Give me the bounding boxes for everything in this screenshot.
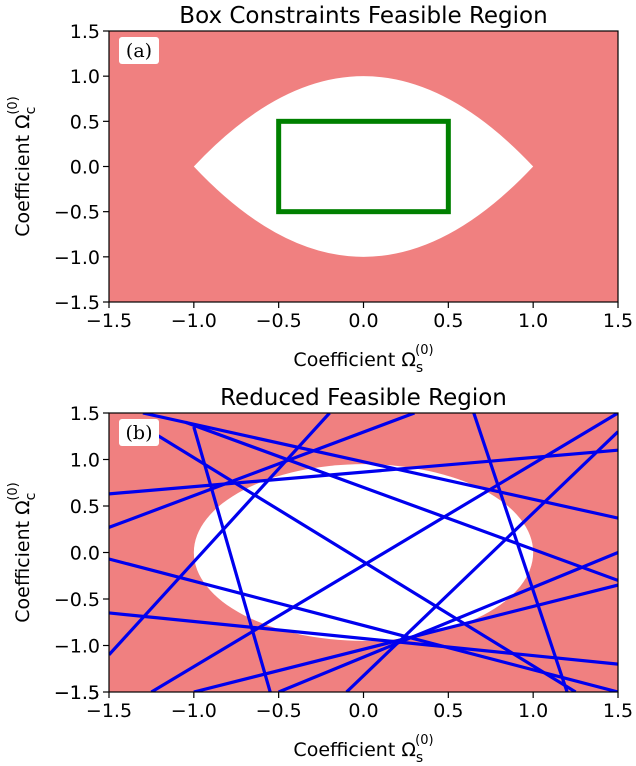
panel-label-box xyxy=(119,419,159,446)
x-tick-label: −1.0 xyxy=(171,700,217,722)
panel-label: (b) xyxy=(126,422,153,444)
x-tick-label: 0.0 xyxy=(348,310,378,332)
y-tick-label: 0.5 xyxy=(70,111,100,133)
y-axis-label: Coefficient Ωc(0) xyxy=(6,482,39,623)
chart-title: Reduced Feasible Region xyxy=(220,385,507,411)
y-tick-label: −1.0 xyxy=(54,636,100,658)
y-tick-label: 0.0 xyxy=(70,543,100,565)
x-axis-label: Coefficient Ωs(0) xyxy=(293,343,433,376)
x-tick-label: −1.5 xyxy=(86,310,132,332)
constraint-line-13 xyxy=(472,413,569,692)
constraint-line-5 xyxy=(109,611,618,666)
constraint-line-10 xyxy=(150,413,618,692)
x-tick-label: −0.5 xyxy=(256,310,302,332)
y-tick-label: 1.0 xyxy=(70,450,100,472)
x-tick-label: 1.5 xyxy=(603,700,633,722)
x-tick-label: 1.0 xyxy=(518,310,548,332)
x-tick-label: 1.0 xyxy=(518,700,548,722)
panel-label-box xyxy=(119,37,159,64)
constraint-line-4 xyxy=(109,557,618,692)
constraint-line-2 xyxy=(109,413,415,529)
y-tick-label: −1.5 xyxy=(54,292,100,314)
constraint-line-1 xyxy=(109,448,618,496)
y-tick-label: −1.5 xyxy=(54,682,100,704)
x-tick-label: −0.5 xyxy=(256,700,302,722)
constraint-line-3 xyxy=(109,413,331,656)
constraint-line-8 xyxy=(192,426,272,692)
y-tick-label: 1.0 xyxy=(70,66,100,88)
panel-a: −1.5 −1.0 −0.5 0.0 0.5 1.0 1.5 −1.5 −1.0 −0.5 0.0 0… xyxy=(6,3,633,376)
x-tick-label: 1.5 xyxy=(603,310,633,332)
x-axis-label: Coefficient Ωs(0) xyxy=(293,733,433,766)
y-tick-label: 0.5 xyxy=(70,496,100,518)
x-tick-label: 0.0 xyxy=(348,700,378,722)
x-tick-label: −1.5 xyxy=(86,700,132,722)
panel-b: −1.5 −1.0 −0.5 0.0 0.5 1.0 1.5−1.5−1.5−1.0−0.5… xyxy=(6,385,633,766)
panel-label: (a) xyxy=(126,40,152,62)
x-tick-label: −1.0 xyxy=(171,310,217,332)
chart-title: Box Constraints Feasible Region xyxy=(179,3,547,29)
box-constraint xyxy=(276,118,451,215)
constraint-lines xyxy=(109,413,618,692)
constraint-line-9 xyxy=(184,420,618,582)
y-tick-label: 1.5 xyxy=(70,403,100,425)
constraint-line-14 xyxy=(278,551,618,692)
y-tick-label: −1.0 xyxy=(54,247,100,269)
constraint-line-7 xyxy=(150,430,577,692)
x-tick-label: 0.5 xyxy=(433,700,463,722)
y-tick-label: 0.0 xyxy=(70,157,100,179)
y-axis-label: Coefficient Ωc(0) xyxy=(6,96,39,237)
y-tick-label: −0.5 xyxy=(54,589,100,611)
x-tick-label: 0.5 xyxy=(433,310,463,332)
constraint-line-6 xyxy=(142,413,618,520)
y-tick-label: −0.5 xyxy=(54,202,100,224)
constraint-line-12 xyxy=(345,430,618,692)
y-tick-label: −1.5 xyxy=(54,682,100,704)
y-tick-label: 1.5 xyxy=(70,21,100,43)
